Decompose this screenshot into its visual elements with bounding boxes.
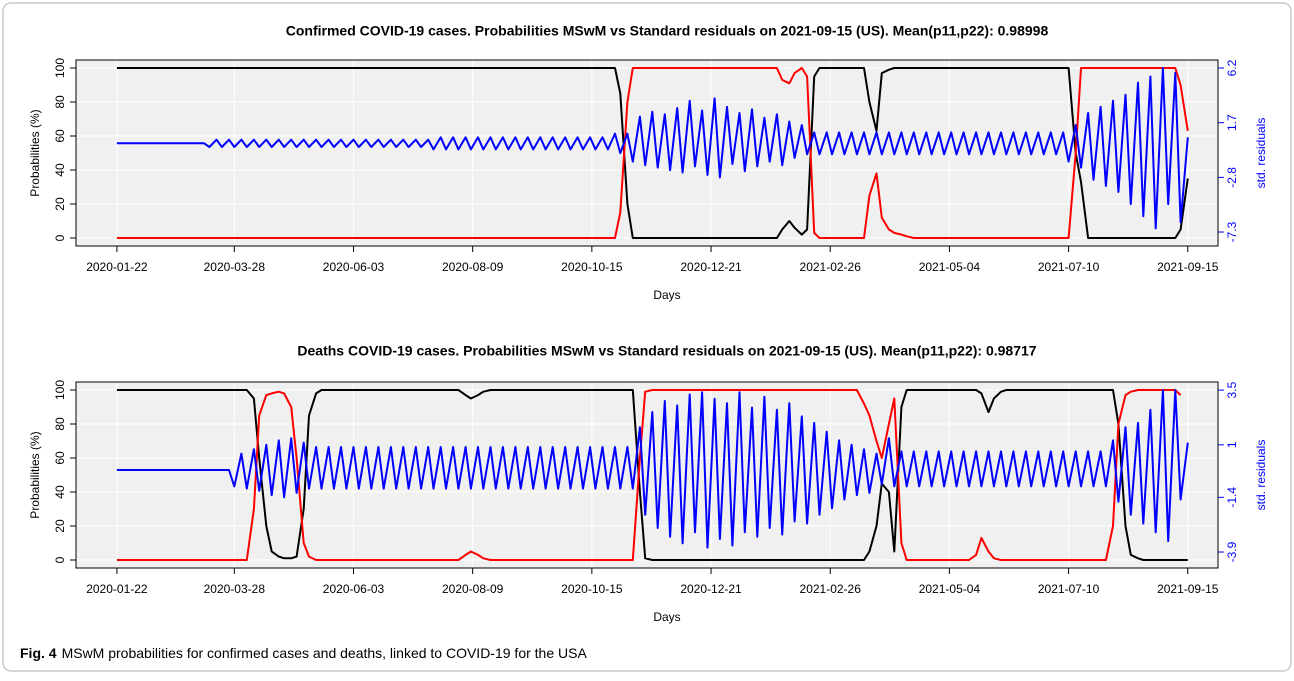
x-tick-label: 2021-05-04: [919, 582, 981, 596]
x-tick-label: 2020-12-21: [680, 582, 742, 596]
chart-title: Confirmed COVID-19 cases. Probabilities …: [286, 23, 1049, 39]
series-line: [116, 67, 1189, 239]
y2-axis-label: std. residuals: [1254, 440, 1268, 511]
y-tick-label: 0: [53, 234, 67, 241]
series-line: [116, 389, 1188, 561]
y2-tick-label: 1: [1225, 441, 1239, 448]
y2-tick-label: 6.2: [1225, 59, 1239, 76]
x-tick-label: 2020-01-22: [86, 582, 148, 596]
caption-text: MSwM probabilities for confirmed cases a…: [62, 645, 588, 661]
series-line: [116, 67, 1189, 230]
caption: Fig. 4 MSwM probabilities for confirmed c…: [20, 645, 587, 661]
y-tick-label: 100: [53, 58, 67, 78]
x-tick-label: 2020-08-09: [442, 260, 504, 274]
y-axis-label: Probabilities (%): [28, 431, 42, 518]
y2-tick-label: -7.3: [1225, 221, 1239, 242]
y-tick-label: 100: [53, 380, 67, 400]
y-tick-label: 20: [53, 519, 67, 533]
y-tick-label: 80: [53, 95, 67, 109]
y-axis-label: Probabilities (%): [28, 109, 42, 196]
y-tick-label: 40: [53, 163, 67, 177]
y2-tick-label: -3.9: [1225, 541, 1239, 562]
y2-tick-label: -2.8: [1225, 167, 1239, 188]
caption-label: Fig. 4: [20, 645, 57, 661]
x-axis-label: Days: [653, 610, 680, 624]
series-line: [116, 67, 1189, 239]
x-tick-label: 2021-07-10: [1038, 582, 1100, 596]
x-tick-label: 2020-01-22: [86, 260, 148, 274]
x-axis-label: Days: [653, 288, 680, 302]
x-tick-label: 2021-02-26: [800, 260, 862, 274]
x-tick-label: 2021-09-15: [1157, 582, 1219, 596]
plot-frame: [75, 59, 1219, 247]
x-tick-label: 2020-10-15: [561, 582, 623, 596]
x-tick-label: 2020-03-28: [204, 260, 266, 274]
y2-axis-label: std. residuals: [1254, 118, 1268, 189]
chart-title: Deaths COVID-19 cases. Probabilities MSw…: [297, 343, 1036, 359]
y-tick-label: 60: [53, 451, 67, 465]
y2-tick-label: 1.7: [1225, 114, 1239, 131]
x-tick-label: 2021-09-15: [1157, 260, 1219, 274]
x-tick-label: 2021-02-26: [800, 582, 862, 596]
y-tick-label: 0: [53, 556, 67, 563]
series-line: [116, 389, 1189, 549]
x-tick-label: 2020-08-09: [442, 582, 504, 596]
y-tick-label: 20: [53, 197, 67, 211]
x-tick-label: 2020-03-28: [204, 582, 266, 596]
x-tick-label: 2020-06-03: [323, 582, 385, 596]
x-tick-label: 2020-06-03: [323, 260, 385, 274]
y2-tick-label: -1.4: [1225, 487, 1239, 508]
y-tick-label: 40: [53, 485, 67, 499]
y-tick-label: 80: [53, 417, 67, 431]
x-tick-label: 2021-07-10: [1038, 260, 1100, 274]
x-tick-label: 2020-12-21: [680, 260, 742, 274]
y-tick-label: 60: [53, 129, 67, 143]
x-tick-label: 2020-10-15: [561, 260, 623, 274]
y2-tick-label: 3.5: [1225, 381, 1239, 398]
series-line: [116, 389, 1182, 561]
plot-frame: [75, 381, 1219, 569]
x-tick-label: 2021-05-04: [919, 260, 981, 274]
